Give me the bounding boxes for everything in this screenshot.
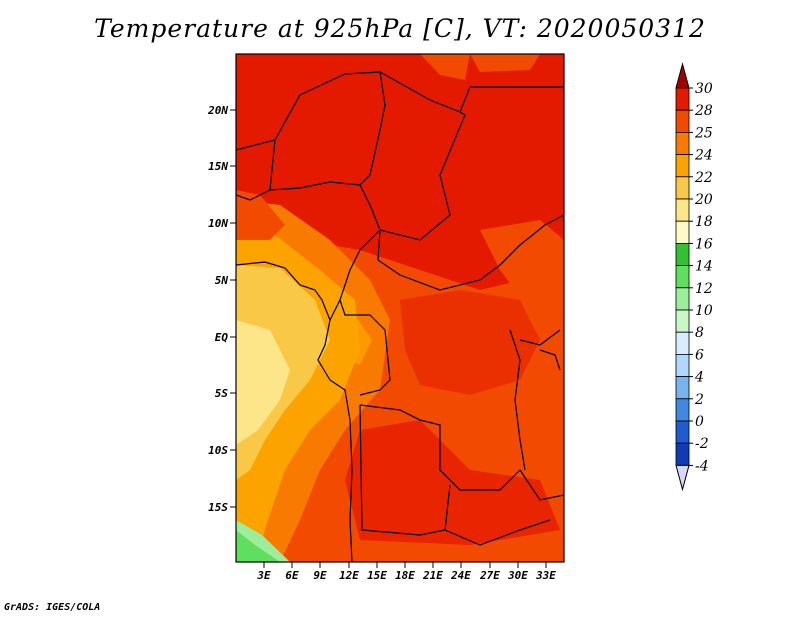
colorbar-segment (675, 420, 690, 444)
colorbar-label: 14 (695, 259, 713, 275)
colorbar-segment (675, 242, 690, 266)
colorbar-label: 24 (694, 148, 713, 164)
lon-label: 18E (395, 569, 415, 582)
lon-label: 12E (339, 569, 359, 582)
border-lakes (509, 329, 526, 471)
colorbar-label: 0 (695, 414, 704, 430)
colorbar-segment (675, 198, 690, 222)
border-chad (359, 71, 466, 241)
lat-label: 20N (207, 104, 228, 117)
lat-label: 5S (215, 387, 229, 400)
border-angola-south (359, 404, 451, 536)
footer-credit: GrADS: IGES/COLA (4, 602, 101, 613)
latitude-axis: 20N 15N 10N 5N EQ 5S 10S 15S (207, 104, 236, 514)
lat-label: 15N (208, 160, 228, 173)
lon-label: 21E (422, 569, 443, 582)
colorbar-segment (675, 109, 690, 133)
field-inland-amber (330, 315, 372, 365)
colorbar-label: 12 (695, 281, 713, 297)
colorbar-top-arrow (675, 62, 690, 89)
lon-label: 33E (535, 569, 556, 582)
field-west-sahel (236, 190, 285, 240)
lon-label: 9E (313, 569, 327, 582)
field-ocean-pale (236, 320, 290, 445)
colorbar-label: 30 (695, 81, 713, 97)
map-frame (235, 53, 565, 563)
field-sw-green (236, 530, 280, 562)
field-sw-lightgreen (236, 520, 290, 562)
longitude-axis: 3E 6E 9E 12E 15E 18E 21E 24E 27E 30E 33E (256, 562, 556, 582)
colorbar-label: 25 (694, 125, 713, 141)
lat-label: 5N (215, 274, 229, 287)
colorbar-segment (675, 220, 690, 244)
colorbar-segment (675, 376, 690, 400)
lon-label: 6E (285, 569, 299, 582)
map-title: Temperature at 925hPa [C], VT: 202005031… (94, 14, 706, 43)
colorbar-segment (675, 287, 690, 311)
colorbar-label: 20 (694, 192, 713, 208)
colorbar-label: 8 (695, 325, 704, 341)
lat-label: 10N (208, 217, 228, 230)
lake-victoria (539, 349, 561, 371)
colorbar-label: 22 (694, 170, 713, 186)
border-congo (339, 299, 391, 396)
border-cameroon (329, 229, 381, 321)
colorbar-label: -2 (695, 436, 709, 452)
lon-label: 24E (450, 569, 471, 582)
colorbar-segment (675, 331, 690, 355)
field-basin-hot (400, 290, 540, 395)
colorbar-segment (675, 176, 690, 200)
colorbar-label: 2 (694, 392, 704, 408)
field-north-patch2 (470, 54, 540, 72)
border-car-sudan (377, 214, 564, 291)
colorbar-segment (675, 442, 690, 466)
colorbar-segment (675, 398, 690, 422)
lat-label: 15S (208, 501, 228, 514)
coastline (236, 261, 353, 562)
temperature-field (236, 54, 564, 562)
colorbar-segment (675, 154, 690, 178)
field-east-warm (480, 220, 564, 330)
lat-label: 10S (208, 444, 228, 457)
colorbar-label: -4 (695, 458, 709, 474)
colorbar-segment (675, 353, 690, 377)
border-angola-drc (359, 404, 521, 491)
colorbar-segment (675, 87, 690, 111)
lon-label: 3E (256, 569, 271, 582)
colorbar-label: 28 (694, 103, 713, 119)
lon-label: 30E (507, 569, 528, 582)
colorbar-bottom-arrow (675, 464, 690, 492)
colorbar-segment (675, 131, 690, 155)
border-zimbabwe (444, 519, 551, 546)
colorbar-label: 16 (695, 236, 713, 252)
lat-label: EQ (215, 331, 229, 344)
border-niger-nigeria (269, 181, 361, 191)
field-north-patch1 (420, 54, 470, 80)
border-west (236, 139, 276, 201)
colorbar-label: 4 (694, 370, 704, 386)
colorbar-segment (675, 309, 690, 333)
colorbar-segment (675, 265, 690, 289)
border-zambia (519, 469, 564, 501)
colorbar-label: 10 (695, 303, 713, 319)
border-east (519, 329, 561, 346)
lon-label: 27E (479, 569, 500, 582)
political-borders (236, 71, 564, 562)
colorbar-label: 18 (695, 214, 713, 230)
lon-label: 15E (367, 569, 387, 582)
colorbar-label: 6 (695, 347, 704, 363)
